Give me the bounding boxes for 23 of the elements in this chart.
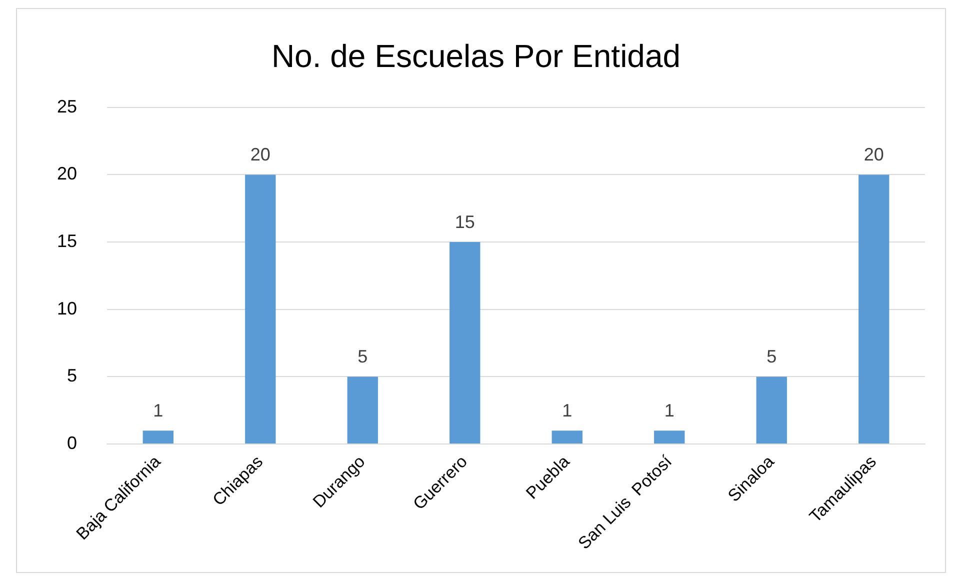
data-label: 20: [250, 144, 270, 165]
bar: [142, 430, 174, 444]
data-label: 1: [664, 400, 674, 421]
y-tick-label: 20: [56, 164, 78, 184]
data-label: 1: [153, 400, 164, 421]
data-label: 5: [766, 346, 777, 367]
y-tick-label: 5: [67, 366, 78, 386]
bar: [756, 376, 787, 444]
data-label: 5: [358, 346, 368, 367]
bar: [347, 376, 378, 444]
data-label: 20: [864, 144, 884, 165]
y-tick-label: 10: [56, 298, 78, 318]
bar: [450, 242, 480, 444]
y-tick-label: 15: [56, 231, 78, 252]
bar: [552, 430, 582, 444]
bar: [858, 174, 890, 444]
bar: [654, 430, 685, 444]
data-label: 15: [454, 212, 475, 232]
bar: [245, 174, 276, 444]
y-tick-label: 0: [67, 433, 78, 454]
data-label: 1: [562, 400, 572, 421]
y-tick-label: 25: [56, 96, 78, 116]
chart-title: No. de Escuelas Por Entidad: [271, 38, 681, 74]
